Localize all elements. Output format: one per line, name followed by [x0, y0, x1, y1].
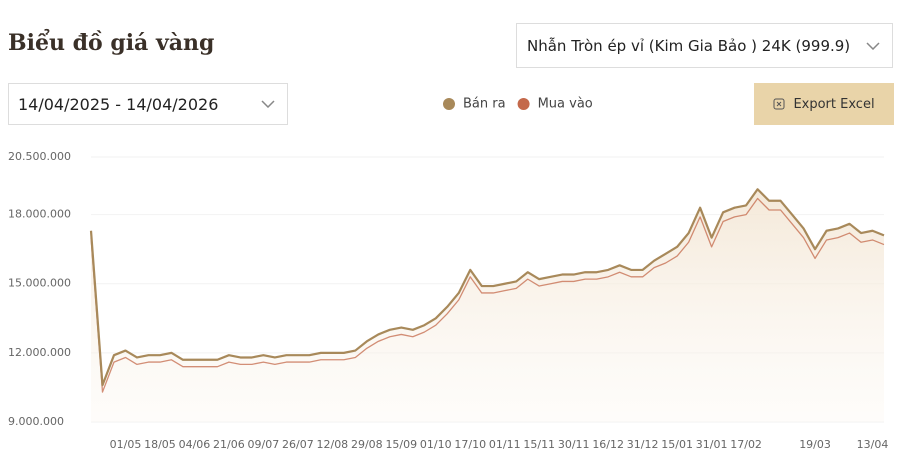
x-tick-label: 17/10: [454, 438, 486, 451]
export-button[interactable]: Export Excel: [754, 83, 894, 125]
x-tick-label: 09/07: [248, 438, 280, 451]
x-tick-label: 31/01: [696, 438, 728, 451]
date-range[interactable]: 14/04/2025 - 14/04/2026: [8, 83, 288, 125]
x-tick-label: 31/12: [627, 438, 659, 451]
x-tick-label: 17/02: [730, 438, 762, 451]
legend-label: Bán ra: [463, 97, 506, 112]
legend: Bán ra Mua vào: [443, 97, 593, 112]
legend-swatch: [517, 98, 530, 110]
x-tick-label: 01/10: [420, 438, 452, 451]
x-tick-label: 13/04: [857, 438, 889, 451]
x-tick-label: 18/05: [144, 438, 176, 451]
x-tick-label: 01/05: [110, 438, 142, 451]
x-tick-label: 29/08: [351, 438, 383, 451]
x-tick-label: 16/12: [592, 438, 624, 451]
y-tick-label: 18.000.000: [8, 208, 71, 221]
x-tick-label: 26/07: [282, 438, 314, 451]
x-tick-label: 15/01: [661, 438, 693, 451]
chevron: [866, 41, 880, 50]
page-title: Biểu đồ giá vàng: [8, 30, 215, 56]
excel-icon: [773, 98, 785, 110]
series-line: [89, 188, 885, 387]
y-tick-label: 9.000.000: [8, 415, 64, 428]
y-tick-label: 12.000.000: [8, 346, 71, 359]
x-tick-label: 01/11: [489, 438, 521, 451]
y-tick-label: 15.000.000: [8, 277, 71, 290]
x-tick-label: 04/06: [179, 438, 211, 451]
product-select[interactable]: Nhẫn Tròn ép vỉ (Kim Gia Bảo ) 24K (999.…: [516, 23, 893, 68]
x-tick-label: 15/11: [523, 438, 555, 451]
export-label: Export Excel: [793, 96, 875, 112]
area-fill: [91, 189, 884, 422]
chart: 9.000.000 12.000.000 15.000.000 18.000.000 2…: [8, 150, 889, 451]
chevron: [261, 100, 275, 108]
legend-label: Mua vào: [538, 97, 593, 112]
x-tick-label: 12/08: [316, 438, 348, 451]
x-tick-label: 21/06: [213, 438, 245, 451]
legend-swatch: [443, 98, 455, 110]
series-line: [90, 197, 885, 393]
y-tick-label: 20.500.000: [8, 150, 71, 163]
x-tick-label: 15/09: [385, 438, 417, 451]
date-range-text: 14/04/2025 - 14/04/2026: [18, 94, 219, 114]
x-tick-label: 30/11: [558, 438, 590, 451]
product-select-text: Nhẫn Tròn ép vỉ (Kim Gia Bảo ) 24K (999.…: [527, 36, 851, 55]
x-tick-label: 19/03: [799, 438, 831, 451]
